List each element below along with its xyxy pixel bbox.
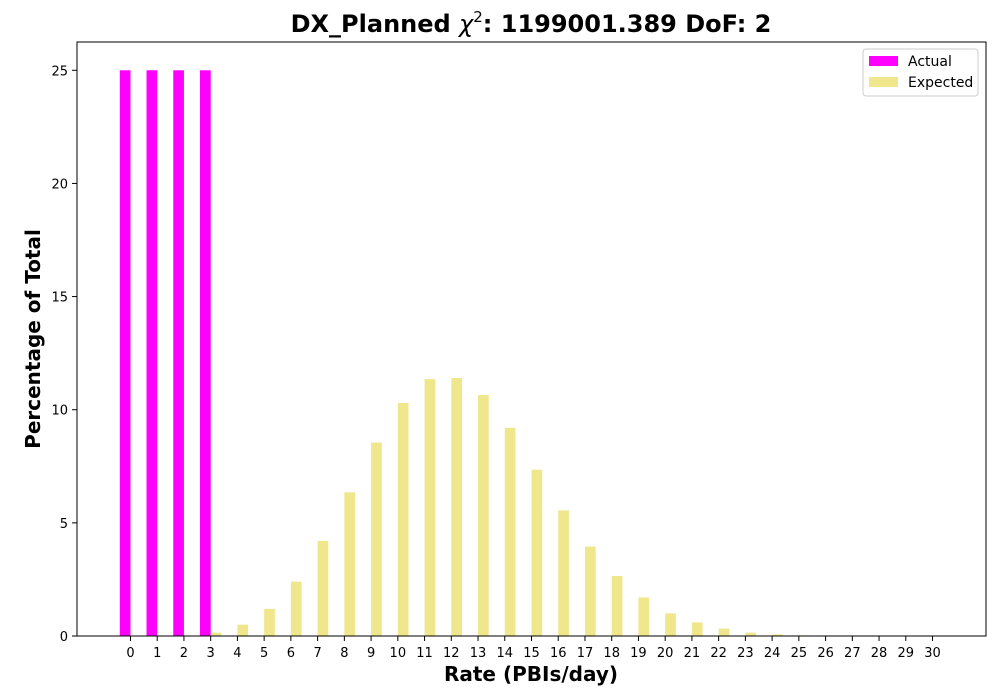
bar-expected-10: [397, 402, 409, 636]
bar-expected-5: [264, 608, 275, 636]
legend-swatch-expected: [869, 77, 898, 87]
x-tick-label: 12: [443, 646, 460, 661]
x-tick-label: 6: [287, 646, 295, 661]
x-tick-label: 14: [496, 646, 513, 661]
x-tick-label: 20: [657, 646, 674, 661]
x-tick-label: 23: [737, 646, 754, 661]
bar-actual-3: [199, 70, 211, 637]
bar-expected-12: [451, 378, 462, 636]
bars-layer: [119, 70, 864, 637]
chart-title-prefix: DX_Planned: [291, 10, 459, 38]
bar-expected-17: [584, 546, 596, 636]
x-tick-label: 1: [153, 646, 161, 661]
y-tick-label: 5: [60, 517, 68, 532]
x-tick-label: 0: [126, 646, 134, 661]
x-tick-label: 9: [367, 646, 375, 661]
chart-title-sup: 2: [473, 8, 483, 26]
x-tick-label: 5: [260, 646, 268, 661]
bar-expected-13: [478, 395, 489, 636]
x-tick-label: 22: [710, 646, 727, 661]
legend: Actual Expected: [862, 48, 979, 97]
y-tick-label: 25: [51, 64, 68, 79]
chart-title-suffix: : 1199001.389 DoF: 2: [483, 10, 772, 38]
bar-expected-21: [691, 622, 703, 636]
bar-expected-19: [638, 597, 650, 636]
legend-label-actual: Actual: [908, 54, 952, 70]
x-tick-label: 4: [233, 646, 241, 661]
bar-expected-6: [290, 581, 302, 636]
x-tick-label: 25: [791, 646, 808, 661]
bar-expected-14: [504, 427, 516, 636]
bar-expected-15: [531, 469, 543, 636]
x-tick-label: 13: [470, 646, 487, 661]
x-tick-label: 2: [180, 646, 188, 661]
legend-swatch-actual: [869, 56, 898, 66]
legend-label-expected: Expected: [908, 75, 973, 91]
bar-expected-20: [665, 613, 676, 636]
y-axis-label: Percentage of Total: [21, 229, 45, 449]
x-axis-label: Rate (PBIs/day): [444, 662, 618, 686]
bar-expected-7: [317, 540, 329, 636]
y-tick-label: 10: [51, 404, 68, 419]
bar-expected-11: [424, 379, 436, 636]
x-tick-label: 29: [898, 646, 915, 661]
bar-expected-24: [772, 634, 783, 636]
x-tick-label: 26: [817, 646, 834, 661]
x-tick-label: 11: [416, 646, 433, 661]
chart-title-chi: χ: [457, 10, 474, 38]
x-tick-label: 21: [684, 646, 701, 661]
y-axis: 0 5 10 15 20 25: [51, 64, 77, 645]
x-tick-label: 17: [577, 646, 594, 661]
chart-title: DX_Planned χ2: 1199001.389 DoF: 2: [291, 8, 772, 38]
x-axis: 0 1 2 3 4 5 6 7 8 9 10 11 12 13 14 15 16 17 18 19 20 21 22 23 24…: [126, 636, 941, 661]
x-tick-label: 3: [207, 646, 215, 661]
bar-expected-8: [344, 492, 356, 636]
x-tick-label: 30: [924, 646, 941, 661]
x-tick-label: 7: [313, 646, 321, 661]
x-tick-label: 8: [340, 646, 348, 661]
bar-actual-0: [119, 70, 131, 637]
bar-expected-9: [371, 442, 382, 636]
x-tick-label: 10: [390, 646, 407, 661]
bar-expected-22: [718, 628, 730, 636]
x-tick-label: 15: [523, 646, 540, 661]
x-tick-label: 16: [550, 646, 567, 661]
y-tick-label: 20: [51, 177, 68, 192]
bar-actual-1: [146, 70, 158, 637]
x-tick-label: 28: [871, 646, 888, 661]
x-tick-label: 24: [764, 646, 781, 661]
y-tick-label: 0: [60, 630, 68, 645]
bar-expected-23: [745, 632, 757, 636]
bar-expected-16: [558, 510, 569, 636]
bar-expected-3: [210, 632, 222, 636]
x-tick-label: 19: [630, 646, 647, 661]
bar-expected-4: [237, 624, 249, 636]
x-tick-label: 18: [603, 646, 620, 661]
y-tick-label: 15: [51, 291, 68, 306]
bar-actual-2: [173, 70, 184, 637]
bar-expected-18: [611, 576, 623, 636]
x-tick-label: 27: [844, 646, 861, 661]
